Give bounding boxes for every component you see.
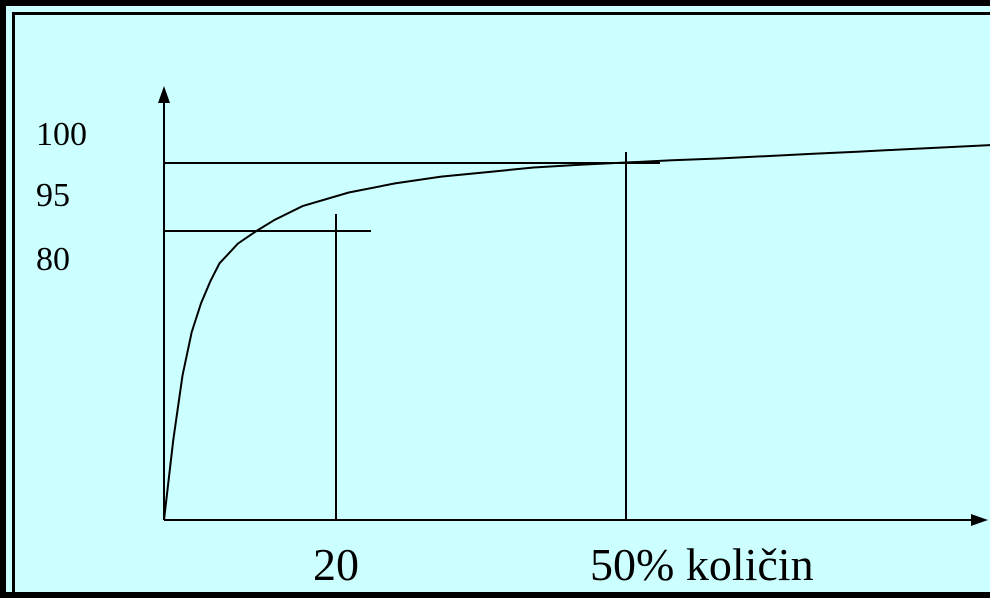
frame-inner-top-border [12,12,990,15]
x-tick-label-50-kolicin: 50% količin [590,539,814,590]
x-axis-arrow [971,514,988,526]
y-tick-label-80: 80 [36,241,70,278]
y-tick-label-100: 100 [36,116,87,153]
y-axis-arrow [158,86,170,103]
x-tick-label-20: 20 [313,539,359,590]
frame-inner-left-border [12,12,15,598]
y-tick-label-95: 95 [36,177,70,214]
cumulative-curve [163,144,990,521]
